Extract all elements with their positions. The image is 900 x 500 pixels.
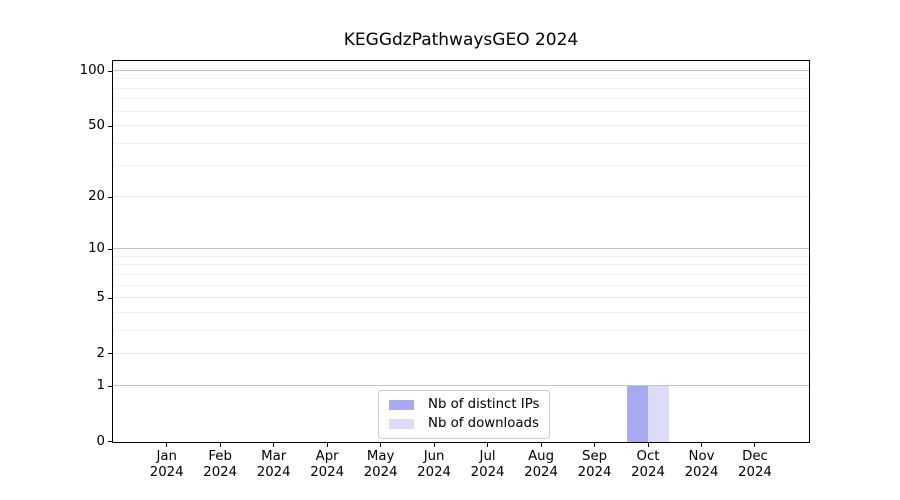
- major-gridline: [113, 248, 809, 250]
- x-tick-label: Sep 2024: [563, 449, 627, 481]
- minor-gridline: [113, 110, 809, 112]
- y-tick-mark: [108, 353, 112, 355]
- y-tick-label: 10: [88, 241, 105, 257]
- x-tick-year: 2024: [310, 465, 345, 480]
- y-tick-label: 20: [88, 189, 105, 205]
- x-tick-month: Mar: [261, 449, 287, 464]
- x-tick-month: Nov: [688, 449, 715, 464]
- minor-gridline: [113, 311, 809, 313]
- x-tick-month: Dec: [742, 449, 768, 464]
- y-tick-label: 1: [96, 378, 105, 394]
- x-tick-mark: [326, 443, 328, 447]
- bar-distinct-ips: [626, 386, 648, 442]
- major-gridline: [113, 70, 809, 72]
- x-tick-month: Sep: [582, 449, 608, 464]
- x-tick-mark: [594, 443, 596, 447]
- x-tick-year: 2024: [738, 465, 772, 480]
- minor-gridline: [113, 142, 809, 144]
- x-tick-mark: [219, 443, 221, 447]
- x-tick-label: Nov 2024: [670, 449, 734, 481]
- legend-row: Nb of downloads: [389, 415, 539, 433]
- x-tick-year: 2024: [524, 465, 558, 480]
- x-tick-month: May: [366, 449, 395, 464]
- x-tick-label: Jul 2024: [456, 449, 520, 481]
- legend-swatch-downloads: [389, 419, 414, 429]
- mid-gridline: [113, 297, 809, 298]
- minor-gridline: [113, 255, 809, 257]
- mid-gridline: [113, 196, 809, 198]
- x-tick-month: Apr: [315, 449, 339, 464]
- x-tick-year: 2024: [417, 465, 452, 480]
- x-tick-month: Jan: [156, 449, 177, 464]
- x-tick-mark: [273, 443, 275, 447]
- x-tick-year: 2024: [577, 465, 612, 480]
- x-tick-month: Aug: [528, 449, 555, 464]
- x-tick-mark: [380, 443, 382, 447]
- mid-gridline: [113, 125, 809, 126]
- x-tick-month: Feb: [208, 449, 232, 464]
- major-gridline: [113, 385, 809, 387]
- y-tick-mark: [108, 196, 112, 198]
- y-tick-mark: [108, 441, 112, 442]
- x-tick-year: 2024: [256, 465, 291, 480]
- x-tick-month: Jun: [423, 449, 445, 464]
- y-tick-label: 50: [88, 118, 105, 133]
- x-tick-label: Dec 2024: [723, 449, 787, 481]
- minor-gridline: [113, 284, 809, 286]
- y-tick-mark: [108, 248, 112, 250]
- y-tick-label: 100: [79, 63, 105, 79]
- x-tick-label: May 2024: [349, 449, 413, 481]
- y-tick-mark: [108, 70, 112, 72]
- y-tick-mark: [108, 297, 112, 299]
- x-tick-mark: [701, 443, 702, 447]
- x-tick-label: Jan 2024: [135, 449, 199, 481]
- x-tick-mark: [540, 443, 542, 447]
- x-tick-mark: [487, 443, 489, 447]
- x-tick-month: Oct: [636, 449, 660, 464]
- legend: Nb of distinct IPs Nb of downloads: [378, 390, 551, 439]
- x-tick-mark: [647, 443, 649, 447]
- x-tick-label: Mar 2024: [242, 449, 306, 481]
- y-tick-label: 5: [96, 290, 105, 305]
- x-tick-mark: [754, 443, 756, 447]
- x-tick-month: Jul: [479, 449, 496, 464]
- y-tick-label: 2: [96, 345, 105, 361]
- y-tick-mark: [108, 125, 112, 127]
- mid-gridline: [113, 352, 809, 354]
- minor-gridline: [113, 98, 809, 100]
- x-tick-mark: [433, 443, 435, 447]
- x-tick-label: Oct 2024: [616, 449, 680, 481]
- x-tick-year: 2024: [149, 465, 184, 480]
- minor-gridline: [113, 264, 809, 266]
- x-tick-year: 2024: [631, 465, 665, 480]
- chart-title: KEGGdzPathwaysGEO 2024: [343, 30, 579, 50]
- x-tick-label: Feb 2024: [188, 449, 252, 481]
- y-tick-mark: [108, 385, 112, 387]
- legend-swatch-distinct-ips: [389, 400, 414, 410]
- legend-label: Nb of downloads: [428, 416, 539, 431]
- minor-gridline: [113, 273, 809, 275]
- legend-row: Nb of distinct IPs: [389, 396, 539, 414]
- x-tick-label: Apr 2024: [295, 449, 359, 481]
- minor-gridline: [113, 87, 809, 89]
- y-tick-label: 0: [96, 434, 105, 449]
- legend-label: Nb of distinct IPs: [428, 397, 540, 412]
- minor-gridline: [113, 78, 809, 80]
- x-tick-year: 2024: [470, 465, 505, 480]
- x-tick-year: 2024: [363, 465, 398, 480]
- x-tick-mark: [166, 443, 168, 447]
- x-tick-label: Aug 2024: [509, 449, 573, 481]
- minor-gridline: [113, 165, 809, 167]
- x-tick-year: 2024: [203, 465, 238, 480]
- x-tick-year: 2024: [684, 465, 719, 480]
- bar-downloads: [648, 386, 670, 442]
- x-tick-label: Jun 2024: [402, 449, 466, 481]
- plot-area: 100 50 20 10 5 2 1 0 Jan 2024 Feb 2024 Mar 2024 Apr 202…: [80, 60, 810, 480]
- minor-gridline: [113, 329, 809, 331]
